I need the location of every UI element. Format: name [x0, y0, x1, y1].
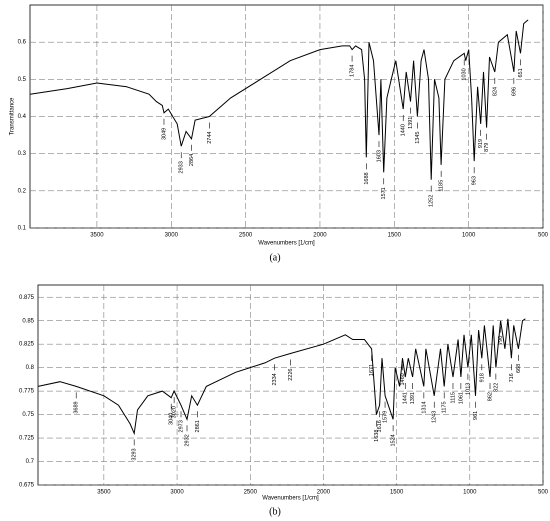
peak-label: 879 [484, 143, 490, 152]
peak-label: 1571 [381, 187, 387, 199]
peak-label: 3020 [172, 406, 178, 418]
x-tick-label: 2000 [317, 490, 331, 496]
y-tick-label: 0.825 [19, 342, 35, 348]
caption: (a) [269, 252, 280, 263]
peak-label: 1175 [442, 401, 448, 413]
y-tick-label: 0.875 [19, 295, 35, 301]
peak-label: 1671 [369, 364, 375, 376]
x-tick-label: 3500 [90, 233, 104, 239]
y-tick-label: 0.75 [22, 412, 34, 418]
x-axis-label: Wavenumbers [1/cm] [262, 496, 319, 502]
peak-label: 1460 [400, 373, 406, 385]
x-tick-label: 2500 [244, 490, 258, 496]
peak-label: 1252 [429, 195, 435, 207]
x-tick-label: 500 [538, 490, 549, 496]
x-tick-label: 2500 [239, 233, 253, 239]
y-tick-label: 0.725 [19, 436, 35, 442]
peak-label: 2226 [288, 369, 294, 381]
x-tick-label: 1500 [388, 233, 402, 239]
x-axis-label: Wavenumbers [1/cm] [258, 241, 315, 247]
peak-label: 3040 [169, 413, 175, 425]
x-tick-label: 3000 [165, 233, 179, 239]
y-tick-label: 0.4 [18, 114, 27, 120]
y-tick-label: 0.85 [22, 318, 34, 324]
x-tick-label: 500 [538, 233, 549, 239]
peak-label: 3293 [132, 448, 138, 460]
peak-label: 961 [473, 411, 479, 420]
peak-label: 2744 [207, 132, 213, 144]
peak-label: 1185 [439, 180, 445, 192]
y-tick-label: 0.7 [26, 459, 35, 465]
peak-label: 1638 [374, 430, 380, 442]
y-tick-label: 0.675 [19, 483, 35, 489]
peak-label: 1524 [391, 434, 397, 446]
x-tick-label: 3500 [97, 490, 111, 496]
peak-label: 651 [518, 68, 524, 77]
peak-label: 1603 [376, 150, 382, 162]
peak-label: 696 [511, 87, 517, 96]
peak-label: 1243 [432, 411, 438, 423]
peak-label: 1440 [401, 124, 407, 136]
peak-label: 2864 [189, 154, 195, 166]
y-tick-label: 0.5 [18, 77, 27, 83]
peak-label: 716 [509, 373, 515, 382]
peak-label: 1013 [465, 383, 471, 395]
y-tick-label: 0.775 [19, 389, 35, 395]
x-tick-label: 3000 [170, 490, 184, 496]
x-tick-label: 1000 [463, 490, 477, 496]
peak-label: 1579 [383, 411, 389, 423]
peak-label: 1030 [462, 68, 468, 80]
peak-label: 919 [478, 139, 484, 148]
y-tick-label: 0.8 [26, 365, 35, 371]
peak-label: 2932 [184, 434, 190, 446]
peak-label: 1616 [377, 420, 383, 432]
x-tick-label: 1500 [390, 490, 404, 496]
spectrum-line [29, 19, 529, 180]
peak-label: 822 [493, 383, 499, 392]
peak-label: 2973 [178, 420, 184, 432]
peak-label: 3689 [74, 401, 80, 413]
peak-label: 1314 [421, 401, 427, 413]
caption: (b) [269, 506, 281, 517]
y-tick-label: 0.2 [18, 188, 27, 194]
peak-label: 1345 [415, 132, 421, 144]
x-tick-label: 2000 [313, 233, 327, 239]
y-tick-label: 0.1 [18, 226, 27, 232]
peak-label: 1115 [450, 392, 456, 403]
peak-label: 963 [472, 176, 478, 185]
spectrum-line [37, 318, 526, 436]
peak-label: 1441 [403, 392, 409, 404]
peak-label: 824 [492, 87, 498, 96]
peak-label: 1061 [458, 392, 464, 404]
peak-label: 1391 [408, 117, 414, 129]
peak-label: 2933 [179, 161, 185, 173]
peak-label: 790 [498, 336, 504, 345]
peak-label: 862 [487, 392, 493, 401]
y-tick-label: 0.3 [18, 151, 27, 157]
x-tick-label: 1000 [462, 233, 476, 239]
y-axis-label: Transmittance [10, 97, 16, 135]
y-tick-label: 0.6 [18, 40, 27, 46]
peak-label: 2861 [195, 420, 201, 432]
peak-label: 3049 [161, 128, 167, 140]
peak-label: 918 [479, 373, 485, 382]
peak-label: 2334 [272, 373, 278, 385]
peak-label: 1391 [410, 392, 416, 404]
peak-label: 668 [516, 364, 522, 373]
peak-label: 1688 [364, 172, 370, 184]
peak-label: 1784 [350, 65, 356, 77]
